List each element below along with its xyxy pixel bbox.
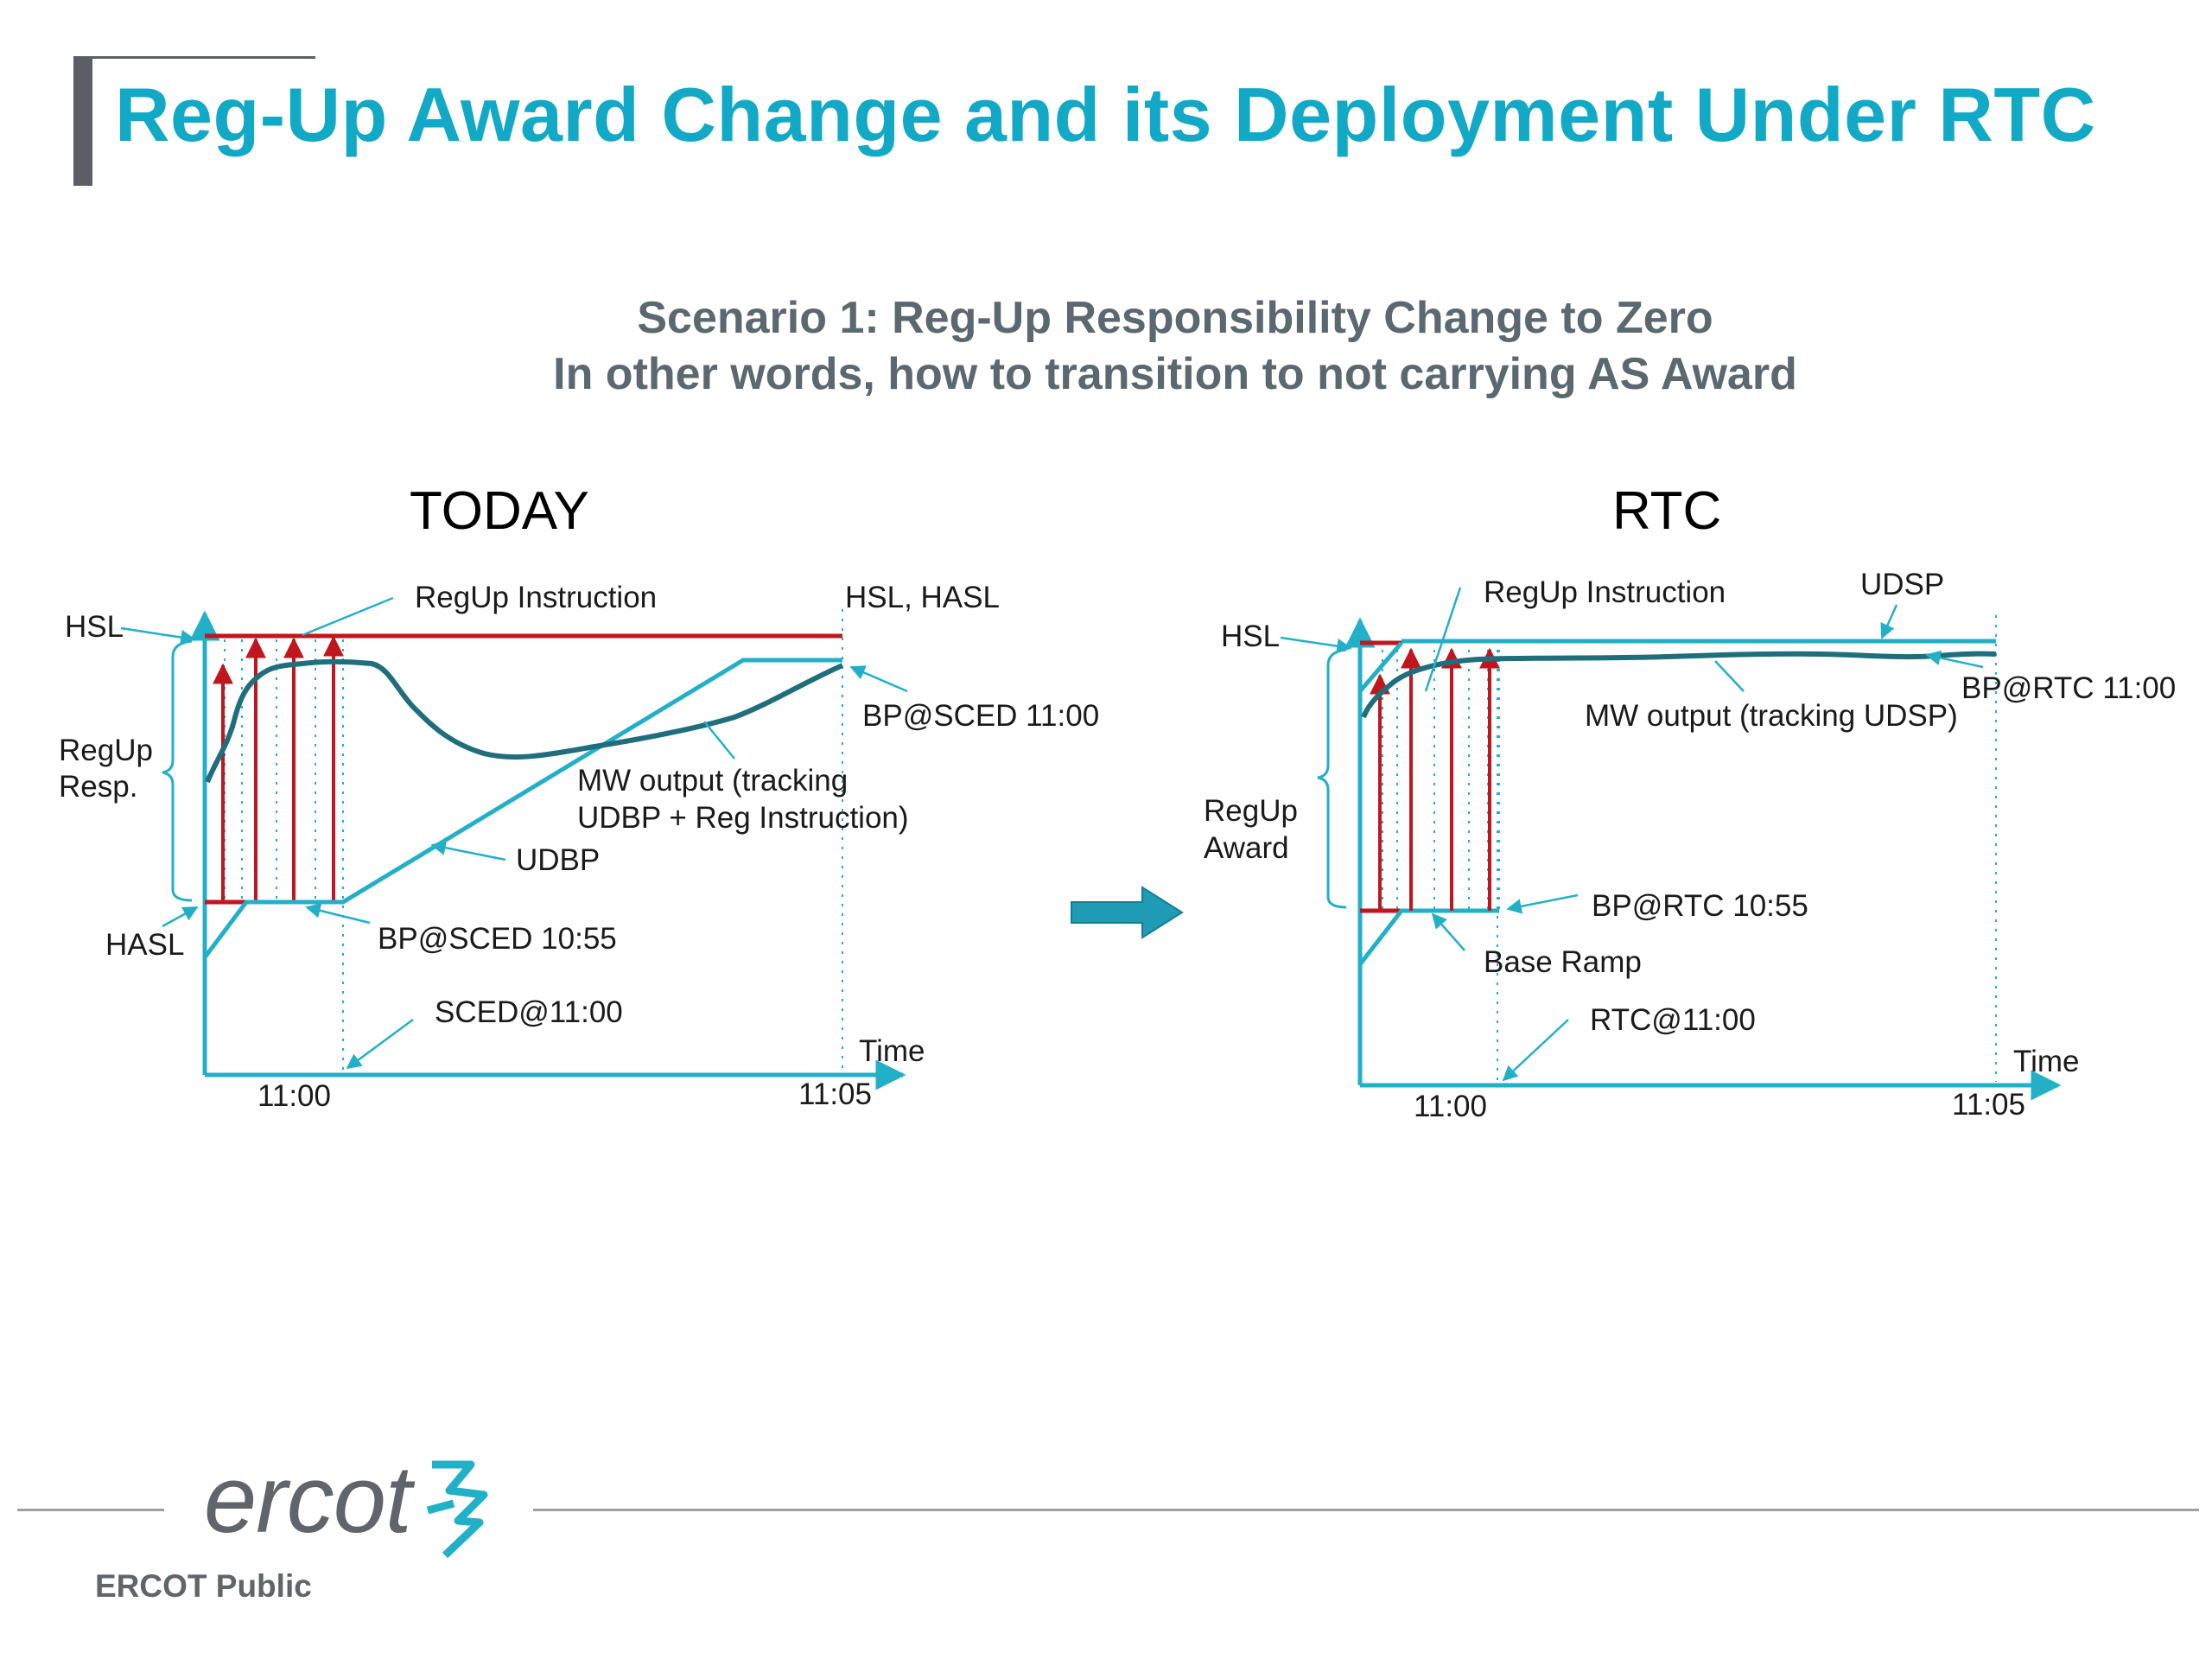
- rtc-chart: RTC: [1204, 481, 2176, 1123]
- today-regup-resp-label-1: RegUp: [59, 734, 153, 767]
- today-mw-output-label-2: UDBP + Reg Instruction): [577, 801, 909, 835]
- today-regup-instruction-arrows: [213, 635, 344, 902]
- slide-title: Reg-Up Award Change and its Deployment U…: [115, 72, 2096, 157]
- today-regup-instruction-label: RegUp Instruction: [415, 581, 657, 614]
- today-hsl-pointer: [120, 626, 196, 645]
- rtc-rtc-1100-pointer: [1502, 1019, 1569, 1082]
- ercot-logo-text: ercot: [204, 1446, 412, 1553]
- today-mw-output-label-1: MW output (tracking: [577, 764, 848, 798]
- today-sced-1100-label: SCED@11:00: [435, 995, 623, 1029]
- rtc-bp-rtc-1100-pointer: [1925, 650, 1984, 669]
- today-hsl-hasl-label: HSL, HASL: [845, 581, 1000, 614]
- rtc-regup-award-bracket: [1317, 648, 1347, 909]
- footer-classification: ERCOT Public: [95, 1568, 312, 1604]
- rtc-bp-rtc-1055-pointer: [1506, 893, 1579, 914]
- today-bp-sced-1100-label: BP@SCED 11:00: [862, 699, 1099, 733]
- ercot-logo-icon: [426, 1460, 488, 1559]
- today-tick-1105: 11:05: [798, 1077, 872, 1111]
- rtc-regup-instruction-arrows: [1370, 647, 1500, 911]
- rtc-time-label: Time: [2013, 1045, 2079, 1078]
- rtc-base-ramp-line: [1358, 908, 1499, 966]
- rtc-bp-rtc-1055-label: BP@RTC 10:55: [1592, 889, 1808, 923]
- rtc-rtc-1100-label: RTC@11:00: [1590, 1003, 1756, 1037]
- rtc-regup-instruction-pointer: [1424, 587, 1462, 692]
- rtc-tick-1100: 11:00: [1414, 1090, 1487, 1123]
- rtc-dotted-region: [1382, 615, 1997, 1082]
- rtc-mw-output-pointer: [1714, 660, 1745, 692]
- rtc-hsl-pointer: [1280, 636, 1352, 654]
- today-regup-resp-bracket: [162, 639, 193, 902]
- title-accent-line: [73, 56, 315, 59]
- today-udbp-label: UDBP: [516, 843, 600, 877]
- rtc-udsp-pointer: [1880, 604, 1898, 639]
- today-bp-sced-1055-label: BP@SCED 10:55: [378, 922, 617, 956]
- rtc-bp-rtc-1100-label: BP@RTC 11:00: [1961, 671, 2176, 705]
- today-sced-1100-pointer: [346, 1018, 414, 1070]
- rtc-mw-output-label: MW output (tracking UDSP): [1585, 699, 1958, 733]
- today-mw-output-pointer: [703, 721, 735, 760]
- rtc-regup-instruction-label: RegUp Instruction: [1484, 575, 1726, 609]
- today-chart: TODAY: [59, 481, 1099, 1113]
- rtc-base-ramp-label: Base Ramp: [1484, 945, 1642, 979]
- today-udbp-line: [203, 658, 842, 959]
- today-bp-sced-1055-pointer: [305, 903, 371, 925]
- rtc-udsp-label: UDSP: [1860, 568, 1944, 601]
- rtc-base-ramp-pointer: [1431, 912, 1465, 951]
- rtc-tick-1105: 11:05: [1952, 1088, 2025, 1122]
- rtc-regup-award-label-1: RegUp: [1204, 794, 1298, 828]
- today-time-label: Time: [859, 1034, 925, 1068]
- rtc-mw-output-line: [1361, 651, 1997, 719]
- today-hsl-label: HSL: [65, 610, 124, 644]
- title-accent-bar: [73, 58, 92, 186]
- today-tick-1100: 11:00: [257, 1079, 331, 1113]
- today-hasl-pointer: [162, 906, 199, 928]
- footer-line-right: [533, 1509, 2199, 1511]
- rtc-regup-award-label-2: Award: [1204, 831, 1289, 865]
- footer-line-left: [17, 1509, 164, 1511]
- today-regup-resp-label-2: Resp.: [59, 770, 137, 804]
- today-hasl-label: HASL: [105, 928, 184, 962]
- slide-subtitle-line2: In other words, how to transition to not…: [553, 349, 1797, 399]
- today-bp-sced-1100-pointer: [849, 665, 908, 693]
- slide-subtitle-line1: Scenario 1: Reg-Up Responsibility Change…: [637, 293, 1713, 343]
- today-udbp-pointer: [430, 840, 506, 861]
- today-regup-instruction-pointer: [302, 596, 394, 637]
- rtc-hsl-label: HSL: [1221, 620, 1280, 653]
- rtc-header: RTC: [1612, 481, 1721, 541]
- today-header: TODAY: [410, 481, 589, 541]
- rtc-ramp-up-line: [1358, 641, 1403, 693]
- transition-arrow-icon: [1071, 886, 1184, 939]
